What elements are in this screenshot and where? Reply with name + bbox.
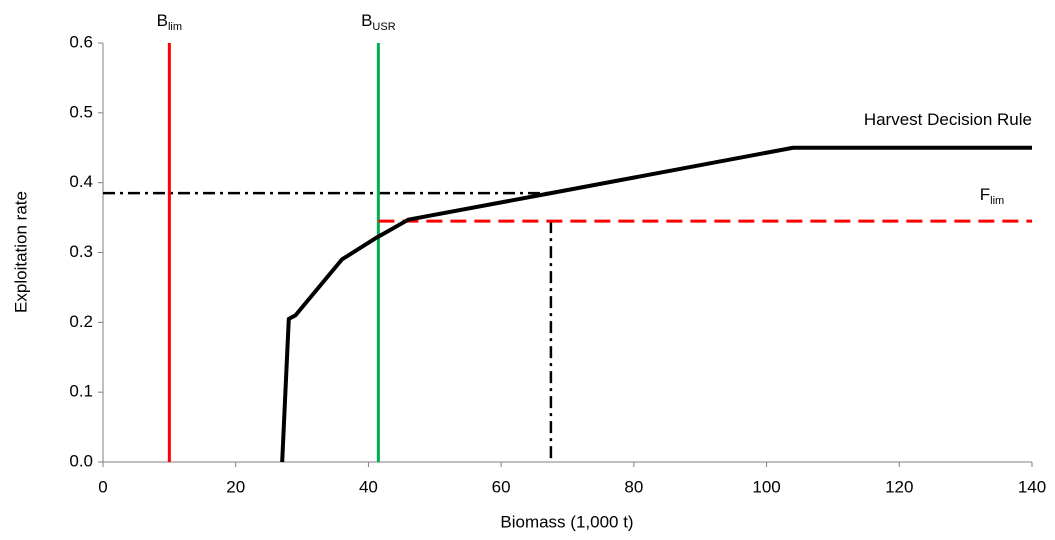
reference-label-sub: USR	[372, 21, 395, 33]
x-tick-label: 80	[624, 477, 643, 496]
y-axis-label: Exploitation rate	[11, 191, 30, 313]
y-tick-label: 0.3	[69, 242, 93, 261]
series-line	[280, 145, 1032, 463]
x-tick-label: 40	[359, 477, 378, 496]
x-tick-label: 120	[885, 477, 913, 496]
y-tick-label: 0.0	[69, 451, 93, 470]
reference-label-main: B	[361, 11, 372, 30]
series-label: Harvest Decision Rule	[864, 110, 1032, 129]
reference-label-main: B	[157, 11, 168, 30]
x-tick-label: 60	[492, 477, 511, 496]
reference-label: Flim	[980, 186, 1004, 207]
reference-label: BUSR	[361, 11, 396, 32]
reference-label-sub: lim	[168, 21, 182, 33]
reference-label: Blim	[157, 11, 182, 32]
y-tick-label: 0.6	[69, 32, 93, 51]
y-tick-label: 0.2	[69, 312, 93, 331]
y-tick-label: 0.5	[69, 102, 93, 121]
reference-label-main: F	[980, 186, 990, 205]
x-tick-label: 140	[1018, 477, 1046, 496]
reference-label-sub: lim	[990, 195, 1004, 207]
x-axis-label: Biomass (1,000 t)	[500, 512, 633, 531]
y-tick-label: 0.1	[69, 382, 93, 401]
x-tick-label: 100	[752, 477, 780, 496]
y-tick-label: 0.4	[69, 172, 93, 191]
x-tick-label: 20	[226, 477, 245, 496]
x-tick-label: 0	[98, 477, 107, 496]
